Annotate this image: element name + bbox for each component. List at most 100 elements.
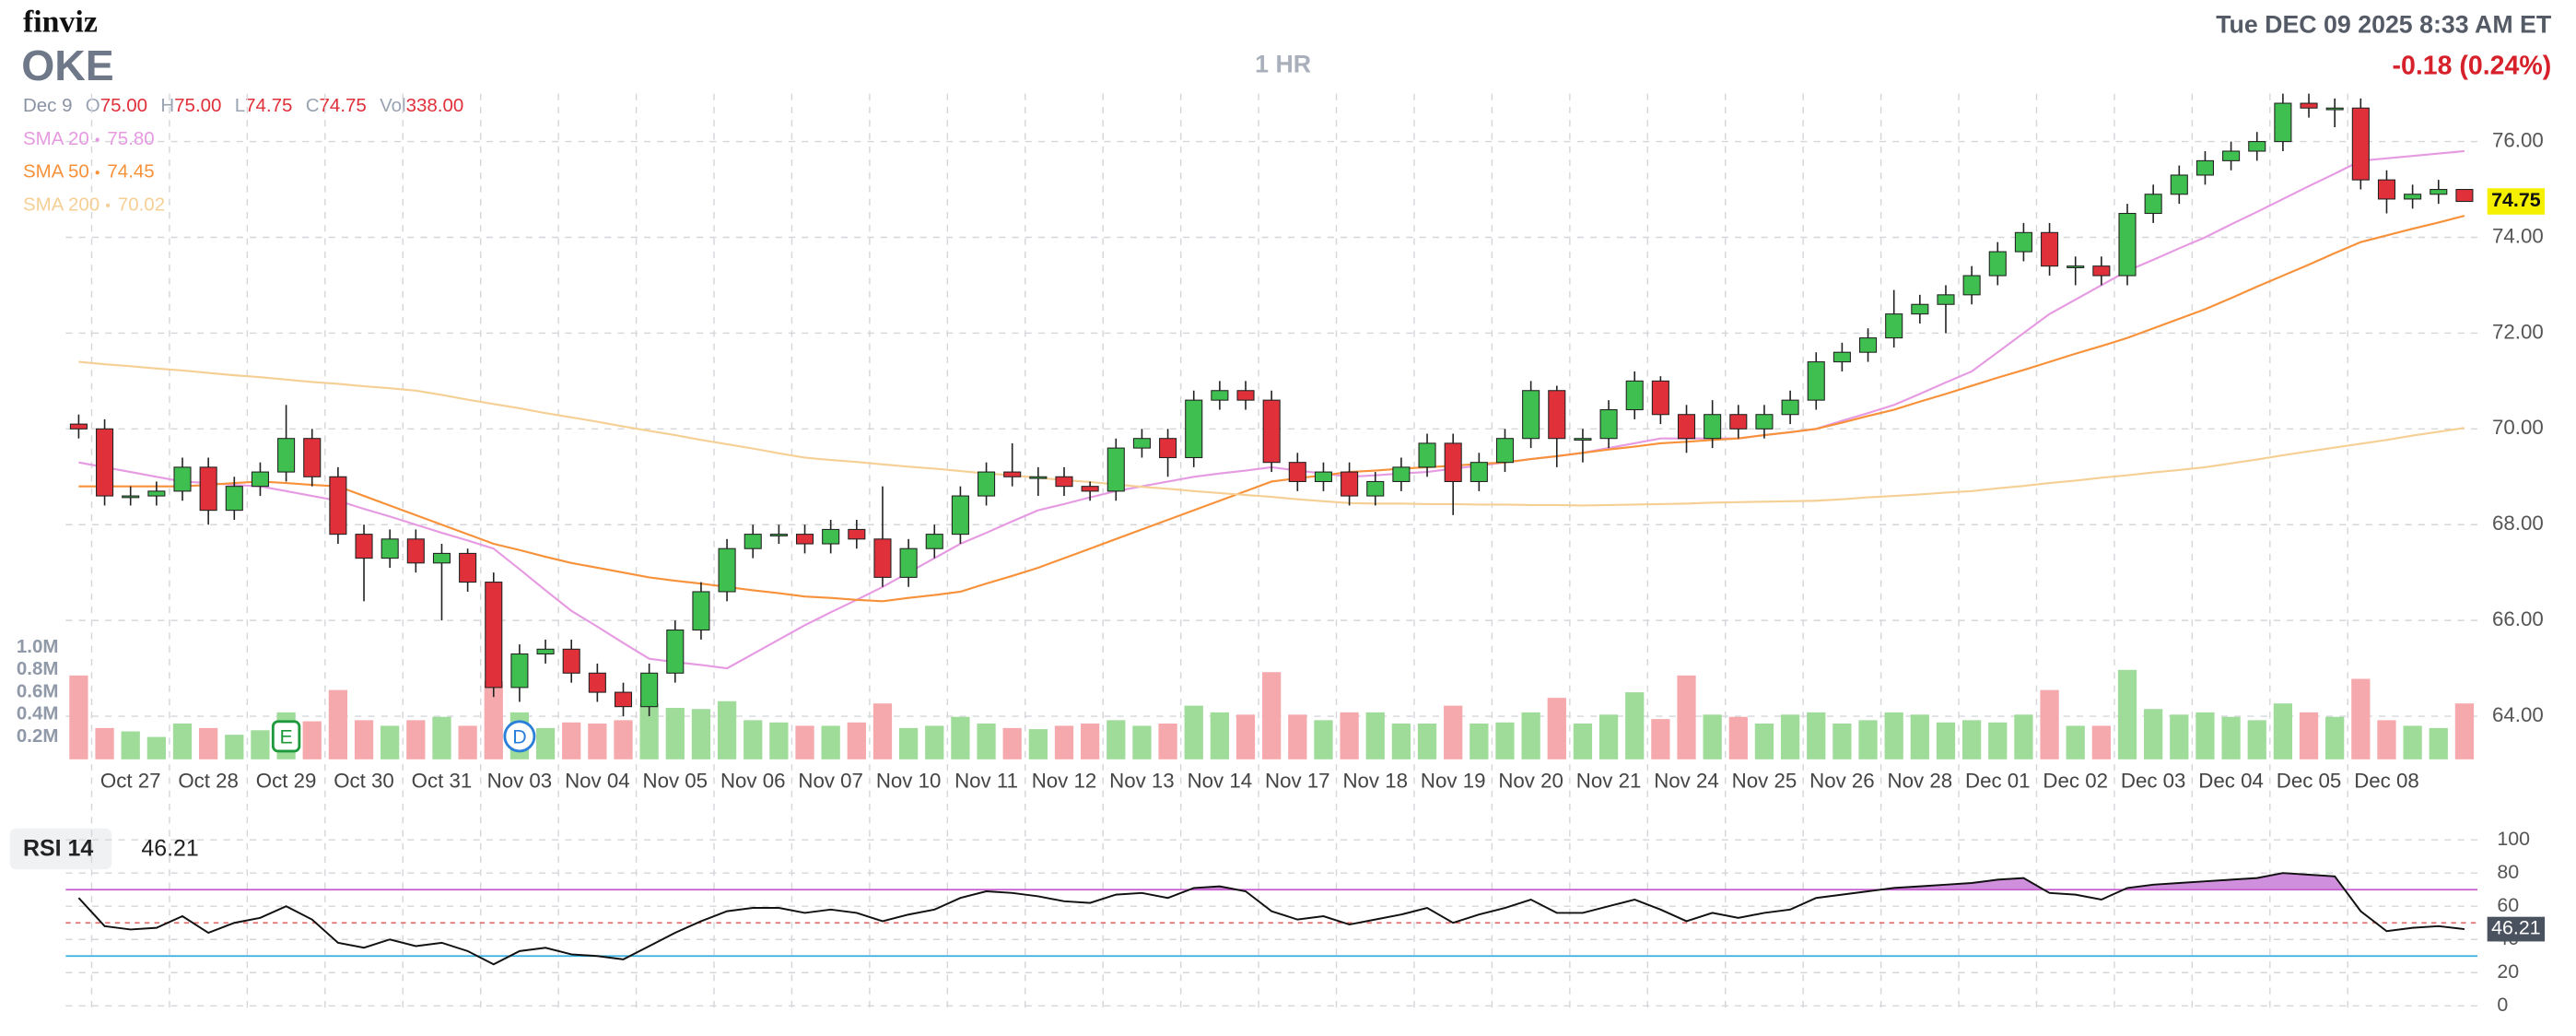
candle-body	[173, 466, 192, 492]
x-tick-label: Nov 26	[1809, 770, 1875, 793]
candle-body	[225, 486, 243, 512]
volume-bar	[535, 727, 556, 759]
volume-bar	[2273, 703, 2293, 759]
candle-body	[1832, 351, 1851, 363]
candle-body	[1988, 251, 2007, 277]
x-tick-label: Nov 19	[1421, 770, 1486, 793]
volume-bar	[1107, 720, 1126, 759]
candle-body	[848, 528, 866, 540]
volume-bar	[562, 722, 581, 759]
candle-body	[1132, 438, 1151, 449]
volume-bar	[639, 703, 659, 759]
x-tick-label: Dec 04	[2198, 770, 2264, 793]
x-tick-label: Oct 30	[334, 770, 394, 793]
candle-body	[329, 476, 347, 536]
event-marker	[271, 720, 301, 753]
price-change: -0.18 (0.24%)	[2392, 52, 2551, 81]
x-tick-label: Nov 17	[1265, 770, 1330, 793]
volume-bar	[484, 680, 503, 759]
legend-name: SMA 50	[23, 161, 89, 182]
legend-name: SMA 20	[23, 128, 89, 149]
candle-body	[2351, 107, 2370, 181]
candle-body	[822, 528, 840, 545]
candle-body	[925, 534, 943, 549]
ohlc-key: C	[306, 95, 320, 116]
candle-body	[432, 552, 451, 564]
candle-body	[2430, 189, 2448, 195]
volume-bar	[458, 725, 477, 759]
x-tick-label: Nov 07	[798, 770, 863, 793]
y-tick-label: 76.00	[2492, 128, 2544, 151]
candle-body	[2170, 174, 2188, 195]
y-tick-label: 66.00	[2492, 607, 2544, 630]
volume-tick-label: 0.8M	[17, 658, 59, 679]
x-tick-label: Nov 18	[1342, 770, 1408, 793]
x-tick-label: Nov 06	[720, 770, 786, 793]
x-tick-label: Dec 08	[2354, 770, 2419, 793]
volume-bar	[2040, 689, 2059, 759]
candle-body	[1522, 390, 1540, 440]
ohlc-legend: Dec 9 O75.00 H75.00 L74.75 C74.75 Vol338.00	[23, 95, 463, 116]
volume-bar	[2351, 678, 2371, 759]
volume-bar	[1184, 705, 1203, 759]
volume-tick-label: 0.6M	[17, 680, 59, 701]
candle-body	[1651, 380, 1669, 416]
candle-body	[899, 547, 918, 578]
volume-bar	[769, 722, 789, 759]
volume-bar	[199, 727, 218, 759]
volume-bar	[1651, 719, 1670, 759]
interval: 1 HR	[1255, 50, 1311, 77]
x-tick-label: Nov 14	[1188, 770, 1253, 793]
ohlc-value: 338.00	[406, 95, 464, 116]
volume-bar	[121, 731, 140, 759]
candle-body	[769, 534, 788, 536]
candle-body	[1055, 476, 1073, 488]
volume-bar	[2091, 725, 2111, 759]
candle-body	[1185, 399, 1203, 459]
ohlc-key: H	[160, 95, 174, 116]
candle-body	[1755, 414, 1774, 430]
candle-body	[1937, 294, 1955, 305]
candle-body	[1625, 380, 1644, 411]
overbought-fill	[1189, 873, 2345, 890]
y-tick-label: 72.00	[2492, 320, 2544, 343]
volume-bar	[872, 703, 893, 759]
candle-body	[122, 495, 140, 499]
volume-bar	[2170, 714, 2189, 759]
candle-body	[562, 648, 580, 674]
volume-bar	[432, 716, 451, 759]
candle-body	[2274, 102, 2292, 143]
candle-body	[459, 552, 477, 583]
volume-bar	[2144, 709, 2163, 759]
candle-body	[1341, 471, 1359, 497]
candle-body	[2222, 150, 2241, 161]
x-tick-label: Oct 29	[256, 770, 317, 793]
candle-body	[1288, 462, 1306, 483]
legend-separator	[95, 171, 100, 175]
volume-bar	[1936, 722, 1956, 759]
volume-bar	[795, 725, 814, 759]
candle-body	[1781, 399, 1799, 416]
candle-body	[1574, 438, 1592, 441]
rsi-tick-label: 20	[2497, 960, 2519, 983]
event-label: E	[279, 725, 292, 748]
x-tick-label: Nov 04	[565, 770, 630, 793]
volume-bar	[1807, 712, 1826, 759]
candle-body	[406, 538, 425, 564]
candle-body	[1885, 313, 1903, 339]
candle-body	[355, 534, 373, 559]
candle-body	[96, 428, 114, 497]
volume-bar	[1081, 724, 1100, 759]
price-tag: 74.75	[2491, 189, 2541, 211]
candle-body	[1677, 414, 1696, 440]
x-tick-label: Dec 02	[2043, 770, 2108, 793]
volume-bar	[328, 689, 348, 759]
event-marker	[503, 720, 536, 753]
volume-bar	[2066, 725, 2085, 759]
candle-body	[2377, 179, 2396, 200]
rsi-tag-bg	[2487, 916, 2546, 942]
candle-body	[1469, 462, 1488, 483]
candle-body	[1444, 442, 1462, 483]
candle-body	[1418, 442, 1436, 468]
